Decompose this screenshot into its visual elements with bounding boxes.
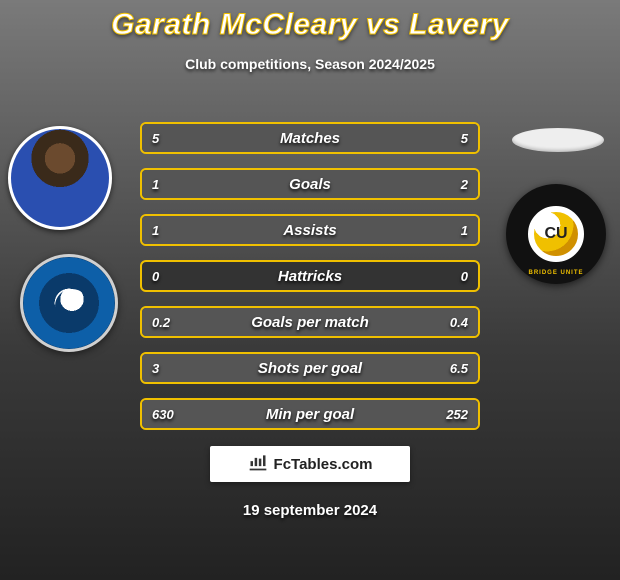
club-right-ring-text: BRIDGE UNITE	[528, 270, 583, 276]
stat-bar-right	[253, 308, 478, 336]
stat-bar-right	[253, 170, 478, 198]
stat-bar-left	[142, 216, 310, 244]
stat-bar-right	[310, 124, 478, 152]
stat-label: Hattricks	[142, 262, 478, 290]
stat-row: 36.5Shots per goal	[140, 352, 480, 384]
subtitle: Club competitions, Season 2024/2025	[0, 56, 620, 72]
stat-value-left: 0	[152, 262, 159, 290]
stat-row: 12Goals	[140, 168, 480, 200]
stat-row: 0 0Hattricks	[140, 260, 480, 292]
stat-bar-left	[142, 170, 253, 198]
stats-list: 55Matches 12Goals 11Assists 0 0Hattricks 0.20…	[140, 122, 480, 444]
stat-bar-right	[250, 354, 478, 382]
stat-row: 55Matches	[140, 122, 480, 154]
club-left-badge	[20, 254, 118, 352]
comparison-card: Garath McCleary vs Lavery Club competiti…	[0, 0, 620, 580]
date-label: 19 september 2024	[0, 502, 620, 519]
stat-bar-left	[142, 124, 310, 152]
stat-row: 11Assists	[140, 214, 480, 246]
fctables-label: FcTables.com	[274, 456, 373, 473]
club-right-badge: CU BRIDGE UNITE	[506, 184, 606, 284]
player-left-avatar	[8, 126, 112, 230]
stat-bar-right	[310, 216, 478, 244]
stat-bar-right	[381, 400, 478, 428]
page-title: Garath McCleary vs Lavery	[0, 0, 620, 42]
chart-icon	[248, 452, 268, 476]
stat-bar-left	[142, 400, 381, 428]
fctables-watermark: FcTables.com	[210, 446, 410, 482]
stat-bar-left	[142, 354, 250, 382]
club-right-initials: CU	[528, 206, 584, 262]
stat-row: 0.20.4Goals per match	[140, 306, 480, 338]
stat-row: 630252Min per goal	[140, 398, 480, 430]
player-right-avatar-placeholder	[512, 128, 604, 152]
stat-value-right: 0	[461, 262, 468, 290]
stat-bar-left	[142, 308, 253, 336]
